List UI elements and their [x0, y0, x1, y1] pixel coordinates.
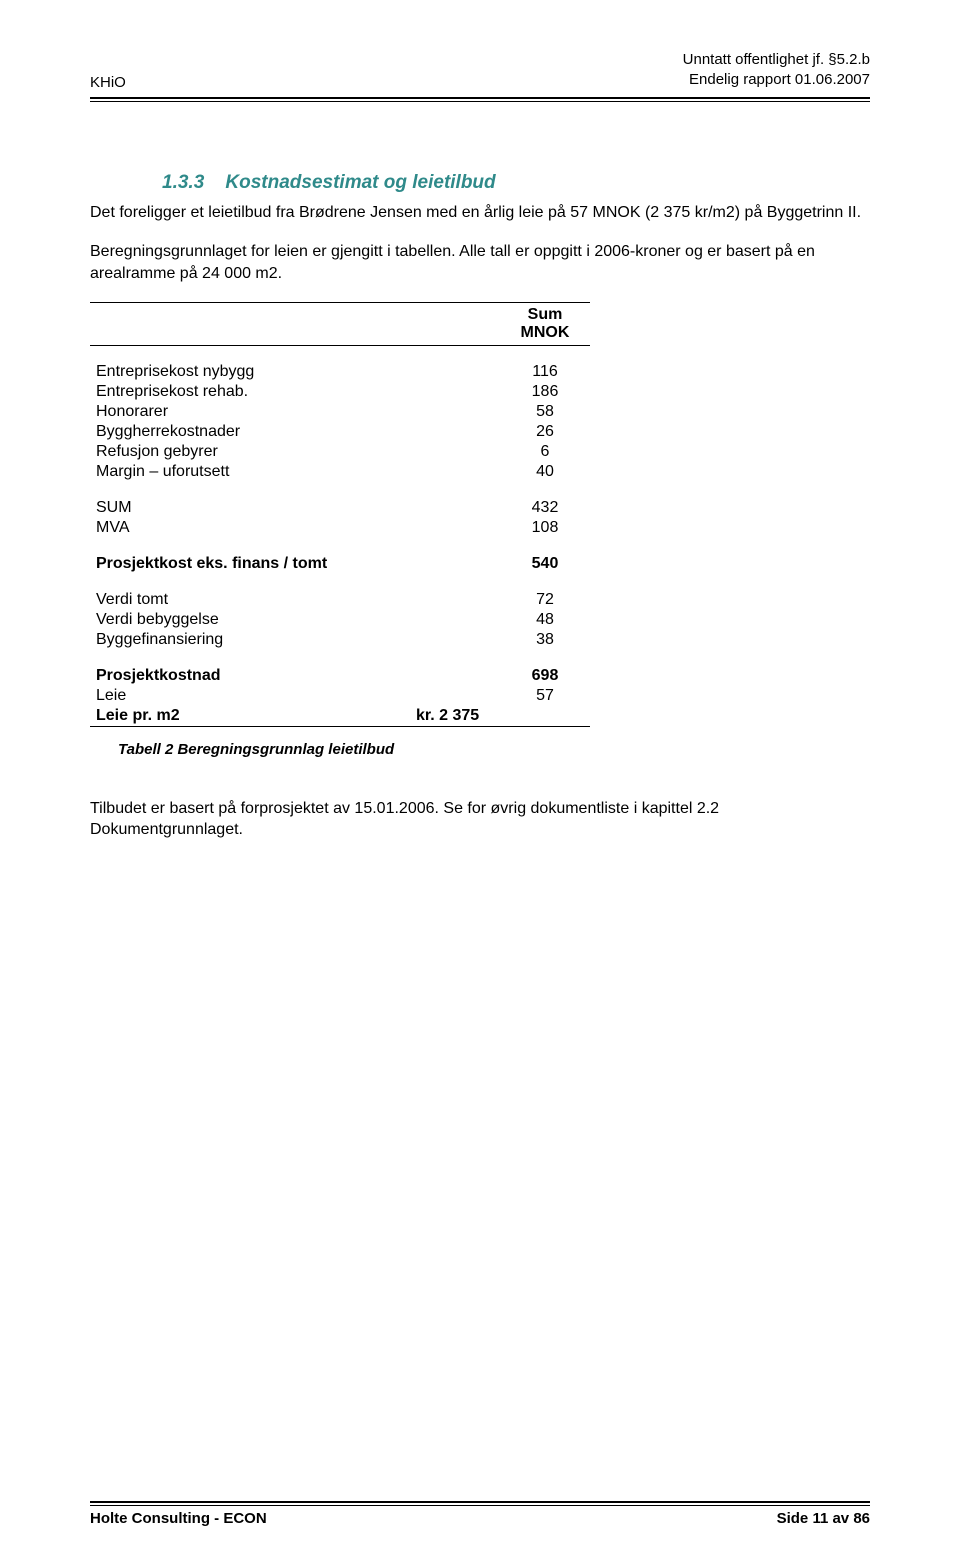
header-right-line2: Endelig rapport 01.06.2007 — [683, 70, 870, 90]
row-value: 698 — [500, 666, 590, 686]
table-row: Byggefinansiering 38 — [90, 630, 590, 650]
footer-rule-thin — [90, 1505, 870, 1506]
header-right-line1: Unntatt offentlighet jf. §5.2.b — [683, 50, 870, 70]
footer-left: Holte Consulting - ECON — [90, 1510, 267, 1527]
row-value: 108 — [500, 518, 590, 538]
row-label: Margin – uforutsett — [90, 462, 410, 482]
row-label: Verdi bebyggelse — [90, 610, 410, 630]
table-row: Leie pr. m2kr. 2 375 — [90, 706, 590, 727]
header-rule-thick — [90, 97, 870, 99]
table-spacer — [90, 482, 590, 498]
table-row: SUM 432 — [90, 498, 590, 518]
row-value: 6 — [500, 442, 590, 462]
row-label: Byggherrekostnader — [90, 422, 410, 442]
table-row: Margin – uforutsett 40 — [90, 462, 590, 482]
section-number: 1.3.3 — [162, 172, 204, 193]
table-row: Byggherrekostnader 26 — [90, 422, 590, 442]
table-spacer — [90, 346, 590, 362]
page-header: KHiO Unntatt offentlighet jf. §5.2.b End… — [90, 50, 870, 91]
row-label: Leie pr. m2 — [90, 706, 410, 727]
cost-table-wrap: Sum MNOK Entreprisekost nybygg 116 Entrep… — [90, 302, 590, 758]
row-label: Verdi tomt — [90, 590, 410, 610]
row-value: 116 — [500, 362, 590, 382]
table-row: Entreprisekost nybygg 116 — [90, 362, 590, 382]
table-row: Verdi bebyggelse 48 — [90, 610, 590, 630]
table-spacer — [90, 650, 590, 666]
table-header-value: Sum MNOK — [500, 303, 590, 346]
row-value: 540 — [500, 554, 590, 574]
header-right: Unntatt offentlighet jf. §5.2.b Endelig … — [683, 50, 870, 91]
table-row: Verdi tomt 72 — [90, 590, 590, 610]
row-value: 26 — [500, 422, 590, 442]
row-value: 38 — [500, 630, 590, 650]
row-label: MVA — [90, 518, 410, 538]
page-footer: Holte Consulting - ECON Side 11 av 86 — [90, 1499, 870, 1527]
table-row: Prosjektkostnad 698 — [90, 666, 590, 686]
paragraph-1: Det foreligger et leietilbud fra Brødren… — [90, 202, 870, 224]
row-mid: kr. 2 375 — [410, 706, 500, 727]
table-spacer — [90, 574, 590, 590]
row-label: Refusjon gebyrer — [90, 442, 410, 462]
table-row: Honorarer 58 — [90, 402, 590, 422]
row-label: Entreprisekost nybygg — [90, 362, 410, 382]
table-row: Leie 57 — [90, 686, 590, 706]
row-label: Honorarer — [90, 402, 410, 422]
header-left: KHiO — [90, 74, 126, 91]
table-spacer — [90, 538, 590, 554]
table-row: Refusjon gebyrer 6 — [90, 442, 590, 462]
footer-rule-thick — [90, 1501, 870, 1503]
row-value: 432 — [500, 498, 590, 518]
table-header-empty — [90, 303, 410, 346]
row-value: 186 — [500, 382, 590, 402]
cost-table: Sum MNOK Entreprisekost nybygg 116 Entrep… — [90, 302, 590, 727]
table-header-mid — [410, 303, 500, 346]
table-row: Prosjektkost eks. finans / tomt 540 — [90, 554, 590, 574]
row-value: 72 — [500, 590, 590, 610]
row-value: 40 — [500, 462, 590, 482]
table-caption: Tabell 2 Beregningsgrunnlag leietilbud — [118, 741, 590, 758]
row-value: 48 — [500, 610, 590, 630]
table-row: MVA 108 — [90, 518, 590, 538]
table-row: Entreprisekost rehab. 186 — [90, 382, 590, 402]
row-label: SUM — [90, 498, 410, 518]
row-value — [500, 706, 590, 727]
content: 1.3.3 Kostnadsestimat og leietilbud Det … — [90, 102, 870, 1500]
footer-line: Holte Consulting - ECON Side 11 av 86 — [90, 1510, 870, 1527]
section-title: Kostnadsestimat og leietilbud — [225, 172, 495, 193]
row-label: Entreprisekost rehab. — [90, 382, 410, 402]
row-value: 57 — [500, 686, 590, 706]
section-heading: 1.3.3 Kostnadsestimat og leietilbud — [162, 172, 870, 194]
table-header-row: Sum MNOK — [90, 303, 590, 346]
row-label: Prosjektkostnad — [90, 666, 410, 686]
row-label: Prosjektkost eks. finans / tomt — [90, 554, 410, 574]
row-label: Byggefinansiering — [90, 630, 410, 650]
paragraph-2: Beregningsgrunnlaget for leien er gjengi… — [90, 241, 870, 284]
row-label: Leie — [90, 686, 410, 706]
footer-right: Side 11 av 86 — [777, 1510, 870, 1527]
page: KHiO Unntatt offentlighet jf. §5.2.b End… — [0, 0, 960, 1567]
row-value: 58 — [500, 402, 590, 422]
paragraph-3: Tilbudet er basert på forprosjektet av 1… — [90, 798, 870, 841]
